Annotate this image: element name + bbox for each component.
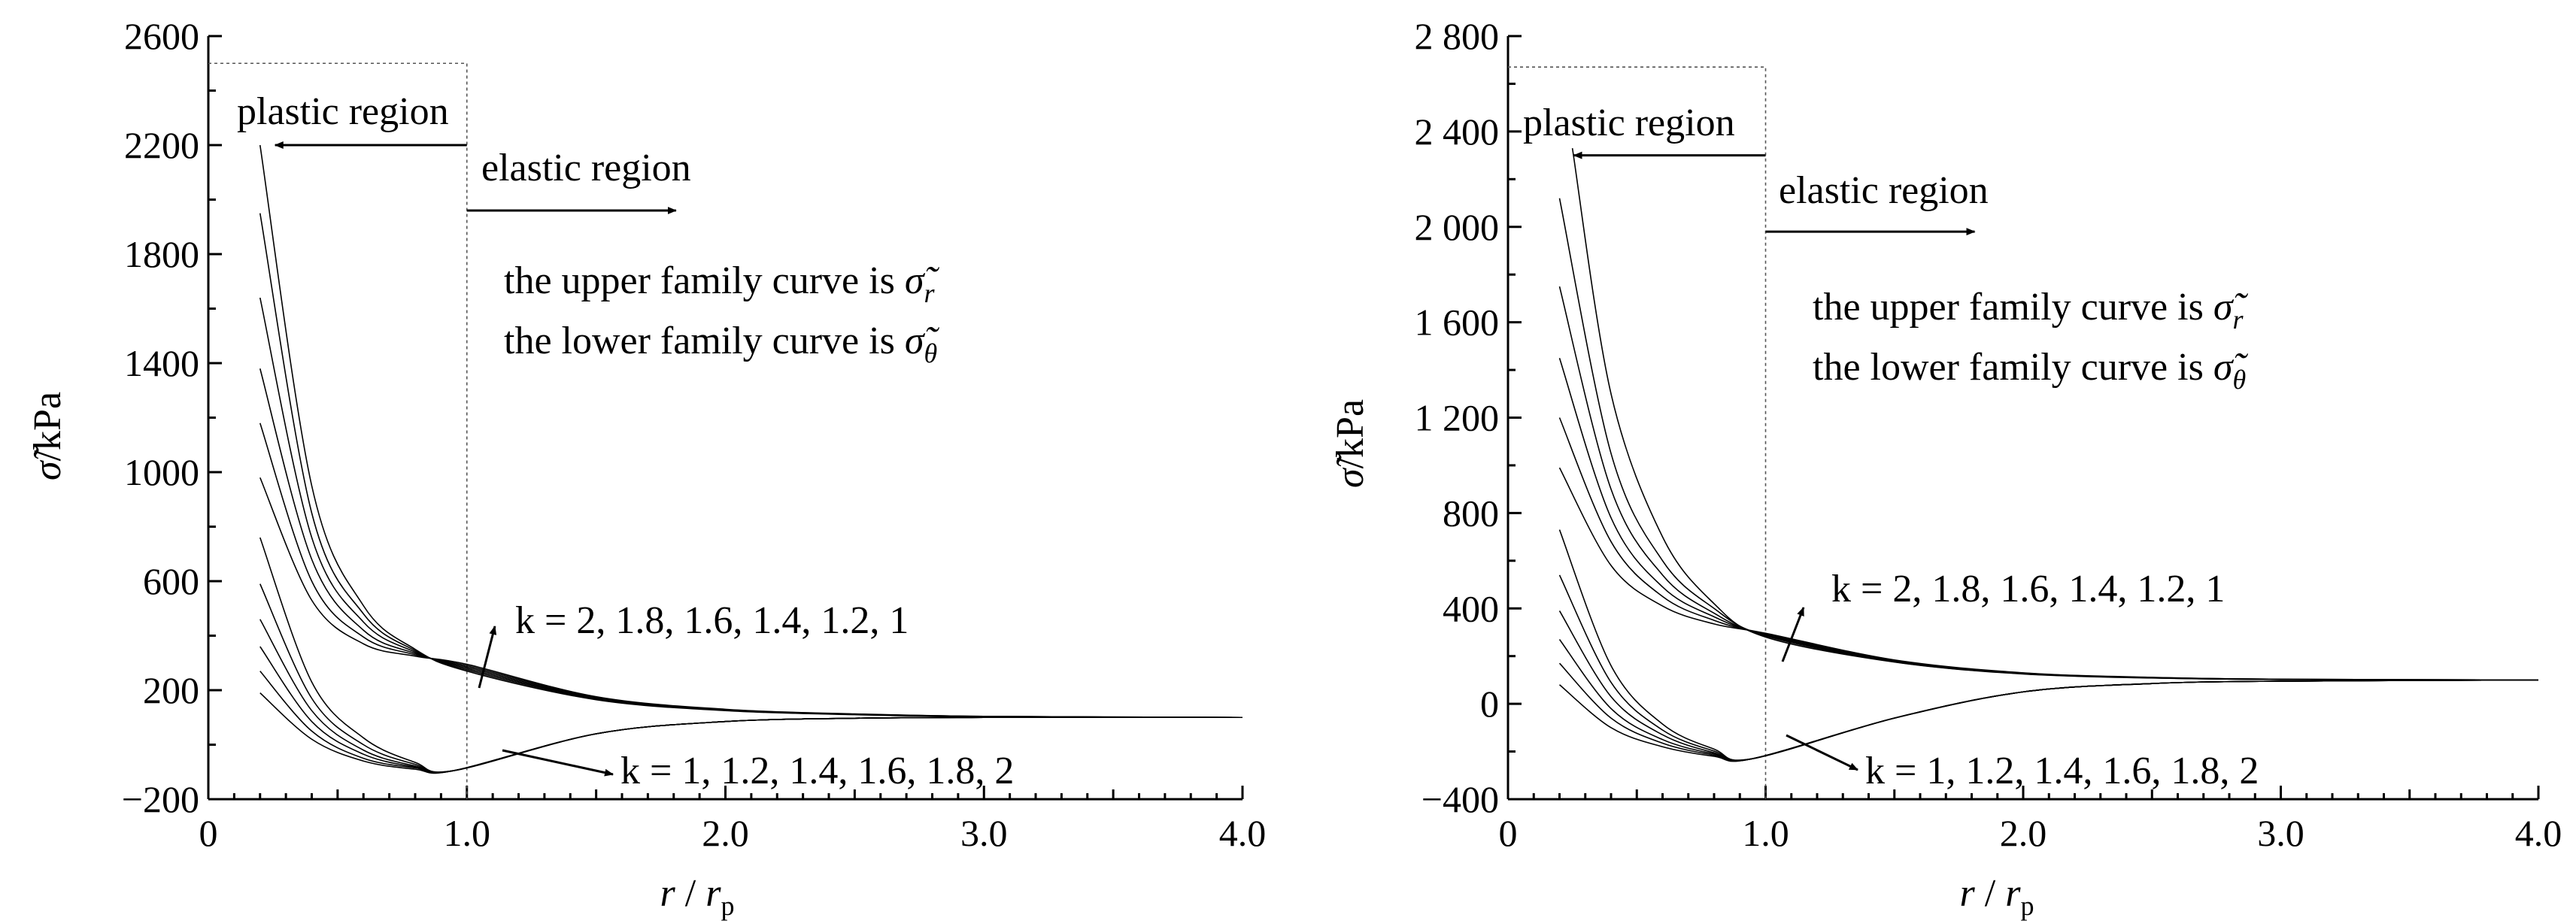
chart-left-y-tick-label: 600 bbox=[143, 560, 199, 602]
chart-right-lower-note: the lower family curve is σ̃θ bbox=[1813, 346, 2248, 395]
chart-right-ylabel: σ̃/kPa bbox=[1329, 399, 1372, 488]
chart-right-series-line bbox=[1558, 467, 2539, 681]
chart-right-y-tick-label: 2 400 bbox=[1415, 111, 1500, 153]
chart-right-y-tick-label: 400 bbox=[1443, 587, 1499, 629]
chart-left-series-line bbox=[259, 537, 1243, 773]
chart-right-y-tick-label: 0 bbox=[1480, 683, 1499, 725]
chart-left-ylabel: σ̃/kPa bbox=[26, 392, 69, 480]
chart-right-y-tick-label: 2 800 bbox=[1415, 15, 1500, 57]
chart-right-x-tick-label: 2.0 bbox=[2000, 812, 2047, 854]
chart-left-x-tick-label: 2.0 bbox=[702, 812, 749, 854]
chart-right-y-tick-label: 800 bbox=[1443, 492, 1499, 534]
chart-left-series-line bbox=[259, 423, 1243, 719]
chart-left-plot-area: −200 200 600 1000 1400 1800 2200 2600 0 1.0 2.0 3.0… bbox=[122, 15, 1266, 854]
chart-right-upper-note: the upper family curve is σ̃r bbox=[1813, 286, 2248, 335]
chart-left-series-line bbox=[259, 368, 1243, 719]
chart-right-lower-k-label: k = 1, 1.2, 1.4, 1.6, 1.8, 2 bbox=[1865, 750, 2259, 792]
chart-left-y-tick-label: 2600 bbox=[124, 15, 199, 57]
chart-right-y-tick-label: 2 000 bbox=[1415, 206, 1500, 248]
chart-left-x-tick-label: 4.0 bbox=[1219, 812, 1267, 854]
chart-left-lower-k-arrow bbox=[502, 749, 614, 777]
chart-right-series-line bbox=[1558, 610, 2539, 762]
chart-right-upper-k-arrow bbox=[1781, 607, 1805, 662]
chart-right-lower-k-arrow bbox=[1786, 734, 1858, 771]
chart-right-y-tick-label: −400 bbox=[1422, 778, 1499, 820]
chart-right-series-line bbox=[1558, 417, 2539, 681]
chart-right-x-tick-label: 1.0 bbox=[1742, 812, 1789, 854]
chart-right-series-line bbox=[1558, 639, 2539, 762]
chart-right-series-line bbox=[1558, 529, 2539, 761]
chart-left-series-line bbox=[259, 477, 1243, 719]
chart-left-boundary-line bbox=[208, 62, 468, 799]
chart-left-y-tick-label: 1400 bbox=[124, 342, 199, 384]
chart-left-y-tick-label: 200 bbox=[143, 669, 199, 711]
chart-left-xlabel: r / rp bbox=[660, 872, 735, 921]
chart-left-lower-k-label: k = 1, 1.2, 1.4, 1.6, 1.8, 2 bbox=[620, 750, 1014, 792]
chart-right-x-tick-label: 4.0 bbox=[2515, 812, 2562, 854]
chart-left-y-tick-label: −200 bbox=[122, 778, 199, 820]
chart-left-y-tick-label: 1800 bbox=[124, 233, 199, 275]
chart-left-x-tick-label: 0 bbox=[199, 812, 218, 854]
chart-left-upper-note: the upper family curve is σ̃r bbox=[504, 259, 939, 308]
chart-left-lower-note: the lower family curve is σ̃θ bbox=[504, 320, 939, 368]
chart-left-plastic-label: plastic region bbox=[237, 90, 449, 133]
chart-left: −200 200 600 1000 1400 1800 2200 2600 0 1.0 2.0 3.0… bbox=[26, 15, 1266, 921]
chart-left-y-tick-label: 2200 bbox=[124, 124, 199, 166]
chart-right-x-tick-label: 3.0 bbox=[2257, 812, 2304, 854]
chart-left-x-tick-label: 1.0 bbox=[444, 812, 491, 854]
chart-right-boundary-line bbox=[1508, 66, 1767, 799]
chart-left-elastic-label: elastic region bbox=[481, 147, 691, 189]
chart-right-plastic-label: plastic region bbox=[1523, 101, 1735, 144]
chart-right-xlabel: r / rp bbox=[1960, 872, 2034, 921]
chart-left-upper-k-label: k = 2, 1.8, 1.6, 1.4, 1.2, 1 bbox=[515, 599, 909, 642]
chart-left-y-tick-label: 1000 bbox=[124, 451, 199, 493]
chart-right-x-tick-label: 0 bbox=[1499, 812, 1518, 854]
chart-left-upper-k-arrow bbox=[478, 626, 497, 689]
chart-right-y-tick-label: 1 600 bbox=[1415, 301, 1500, 344]
chart-right-y-tick-label: 1 200 bbox=[1415, 397, 1500, 439]
chart-right-series-line bbox=[1558, 357, 2539, 681]
chart-right-elastic-label: elastic region bbox=[1779, 169, 1989, 212]
chart-left-x-tick-label: 3.0 bbox=[960, 812, 1008, 854]
chart-right-upper-k-label: k = 2, 1.8, 1.6, 1.4, 1.2, 1 bbox=[1831, 568, 2225, 610]
